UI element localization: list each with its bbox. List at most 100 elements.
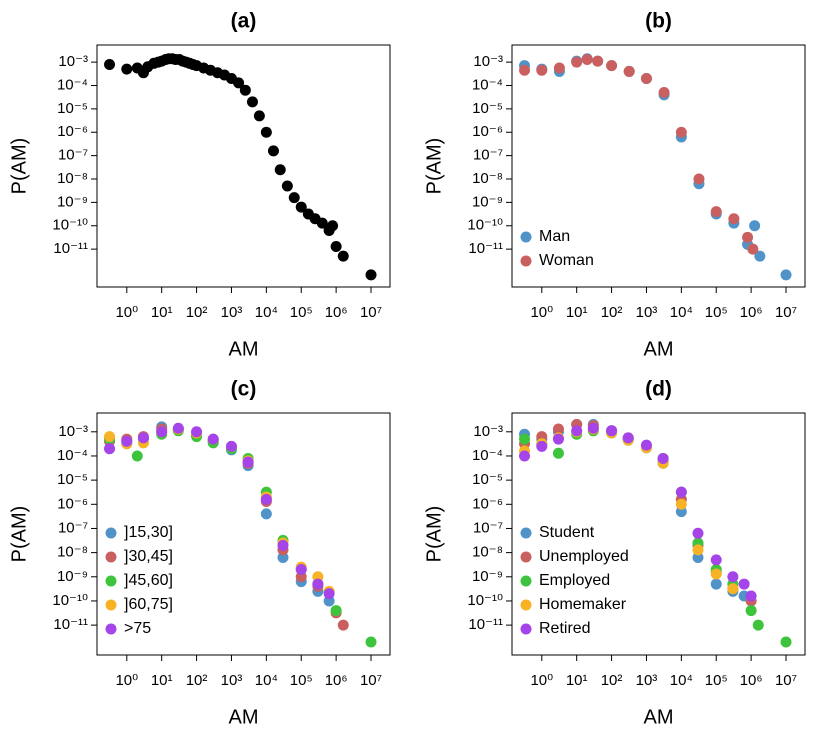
y-tick-label: 10⁻¹¹ — [53, 616, 88, 633]
data-point — [207, 433, 219, 445]
x-tick-label: 10⁵ — [705, 672, 728, 689]
x-tick-label: 10⁵ — [705, 304, 728, 321]
legend-label: Employed — [539, 572, 610, 589]
data-point — [571, 425, 583, 437]
plot-frame — [511, 44, 806, 288]
legend-marker — [520, 255, 532, 267]
data-point — [312, 578, 324, 590]
y-axis-label: P(AM) — [8, 506, 30, 563]
data-point — [267, 145, 279, 157]
y-tick-label: 10⁻⁴ — [472, 447, 503, 464]
x-tick-label: 10⁰ — [530, 672, 553, 689]
data-point — [727, 571, 739, 583]
data-point — [536, 440, 548, 452]
data-point — [274, 164, 286, 176]
y-tick-label: 10⁻⁸ — [472, 170, 503, 187]
legend-label: Man — [539, 228, 570, 245]
plot-frame — [96, 412, 391, 656]
legend-marker — [105, 575, 117, 587]
x-tick-label: 10⁵ — [290, 304, 313, 321]
legend-label: Unemployed — [539, 548, 629, 565]
data-point — [742, 231, 754, 243]
data-point — [327, 220, 339, 232]
data-point — [552, 433, 564, 445]
y-tick-label: 10⁻⁸ — [472, 544, 503, 561]
data-point — [581, 53, 593, 65]
legend-marker — [520, 599, 532, 611]
x-tick-label: 10² — [601, 672, 623, 689]
data-point — [225, 440, 237, 452]
legend-marker — [520, 231, 532, 243]
x-tick-label: 10¹ — [566, 672, 588, 689]
data-point — [330, 240, 342, 252]
legend-marker — [105, 623, 117, 635]
y-tick-label: 10⁻¹¹ — [468, 616, 503, 633]
data-point — [337, 619, 349, 631]
x-tick-label: 10⁶ — [325, 304, 348, 321]
data-point — [233, 77, 245, 89]
legend-marker — [520, 575, 532, 587]
x-axis-label: AM — [644, 338, 674, 360]
legend-marker — [105, 599, 117, 611]
data-point — [658, 87, 670, 99]
data-point — [131, 450, 143, 462]
data-point — [253, 110, 265, 122]
data-point — [121, 63, 133, 75]
data-point — [552, 423, 564, 435]
panel-title: (c) — [231, 378, 257, 401]
y-tick-label: 10⁻¹¹ — [53, 240, 88, 257]
data-point — [260, 508, 272, 520]
data-point — [727, 583, 739, 595]
data-point — [728, 213, 740, 225]
y-tick-label: 10⁻⁵ — [472, 100, 503, 117]
x-tick-label: 10⁶ — [325, 672, 348, 689]
y-tick-label: 10⁻⁹ — [57, 193, 88, 210]
y-tick-label: 10⁻¹⁰ — [52, 217, 88, 234]
y-tick-label: 10⁻⁶ — [57, 123, 88, 140]
plot-frame — [96, 44, 391, 288]
y-tick-label: 10⁻¹⁰ — [467, 217, 503, 234]
x-tick-label: 10⁴ — [670, 304, 693, 321]
y-axis-label: P(AM) — [423, 506, 445, 563]
y-tick-label: 10⁻³ — [473, 423, 503, 440]
x-tick-label: 10³ — [636, 672, 658, 689]
data-point — [710, 554, 722, 566]
data-point — [172, 422, 184, 434]
y-tick-label: 10⁻¹⁰ — [467, 592, 503, 609]
data-point — [592, 55, 604, 67]
y-tick-label: 10⁻⁵ — [57, 100, 88, 117]
data-point — [754, 250, 766, 262]
panel-title: (d) — [645, 378, 672, 401]
x-tick-label: 10¹ — [566, 304, 588, 321]
data-point — [640, 439, 652, 451]
data-point — [710, 568, 722, 580]
data-point — [121, 435, 133, 447]
y-tick-label: 10⁻⁶ — [472, 495, 503, 512]
data-point — [295, 564, 307, 576]
data-point — [260, 493, 272, 505]
x-tick-label: 10⁴ — [255, 304, 278, 321]
data-point — [519, 450, 531, 462]
legend-marker — [520, 527, 532, 539]
data-point — [745, 605, 757, 617]
y-axis-label: P(AM) — [423, 138, 445, 195]
data-point — [749, 220, 761, 232]
legend-marker — [105, 527, 117, 539]
data-point — [747, 243, 759, 255]
legend-label: ]15,30] — [124, 524, 173, 541]
panel-title: (b) — [645, 10, 672, 33]
data-point — [281, 180, 293, 192]
y-tick-label: 10⁻⁷ — [58, 147, 88, 164]
legend-label: ]45,60] — [124, 572, 173, 589]
legend-marker — [520, 623, 532, 635]
data-point — [277, 539, 289, 551]
data-point — [675, 126, 687, 138]
legend-label: Homemaker — [539, 596, 627, 613]
data-point — [692, 551, 704, 563]
x-tick-label: 10³ — [221, 672, 243, 689]
y-tick-label: 10⁻⁷ — [473, 519, 503, 536]
legend-marker — [520, 551, 532, 563]
data-point — [239, 84, 251, 96]
data-point — [156, 426, 168, 438]
data-point — [519, 433, 531, 445]
